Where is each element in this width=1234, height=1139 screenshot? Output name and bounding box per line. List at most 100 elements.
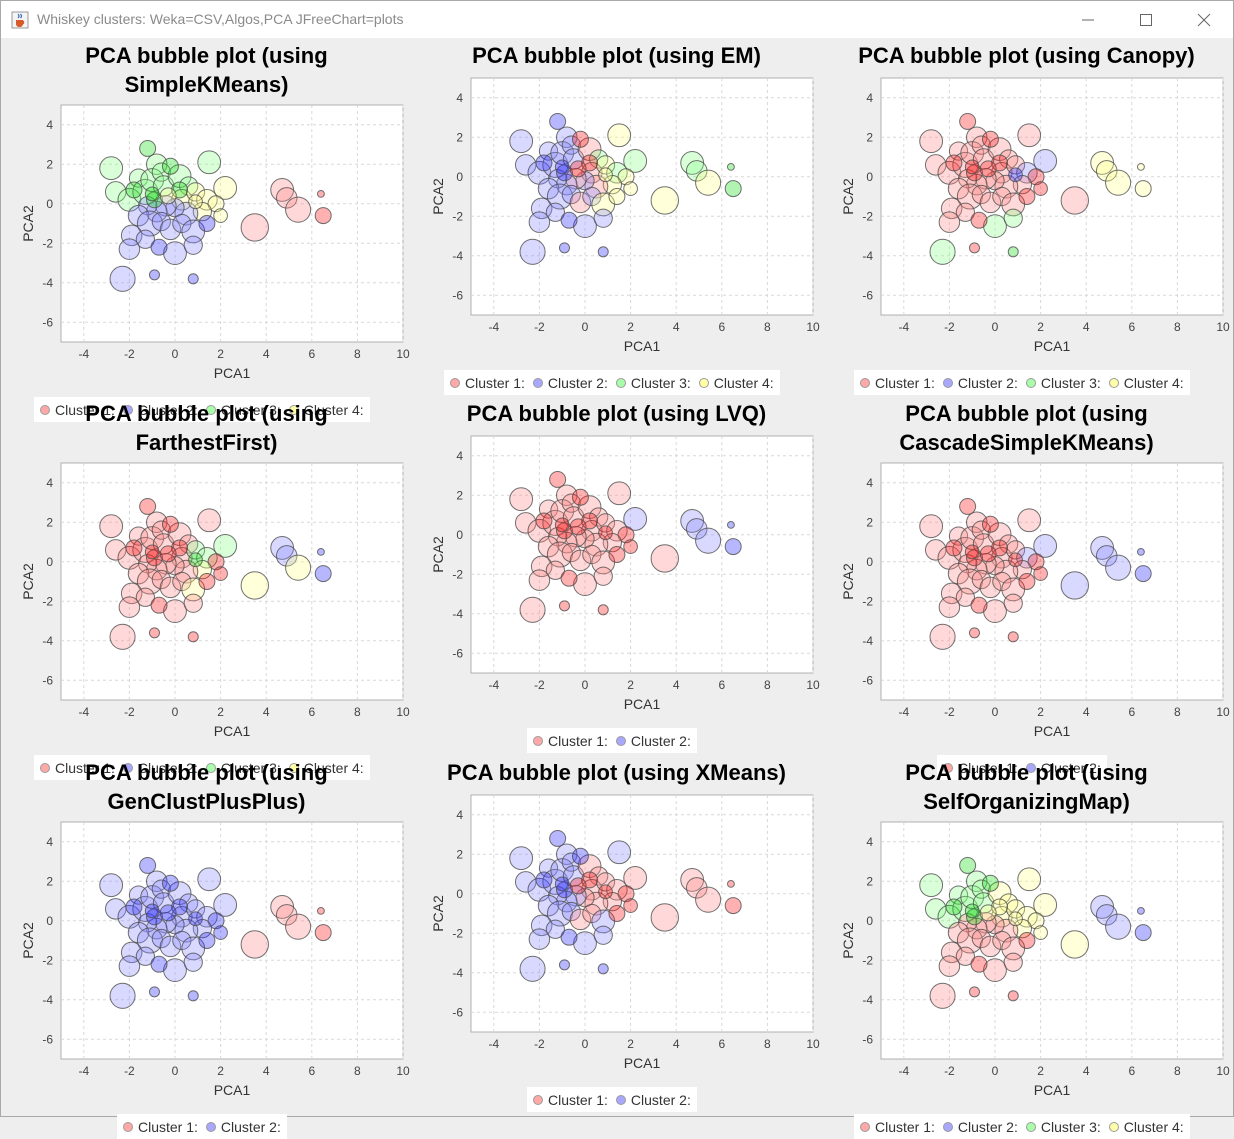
bubble-cluster-4 (188, 194, 203, 210)
bubble-cluster-2 (573, 931, 597, 956)
y-axis-label: PCA2 (20, 205, 36, 242)
bubble-chart: -4 -2 0 2 4 6 8 10 -6 -4 -2 0 2 4 PCA1 PCA2 (430, 435, 820, 712)
bubble-cluster-2 (561, 852, 581, 872)
y-tick-label: -4 (862, 249, 873, 263)
plot-title: PCA bubble plot (using SelfOrganizingMap) (821, 758, 1232, 816)
plot-area (880, 462, 1224, 701)
x-tick-label: 6 (1128, 705, 1135, 719)
bubble-cluster-1 (198, 573, 216, 590)
x-axis-label: PCA1 (624, 1055, 661, 1071)
plot-title-line: PCA bubble plot (using XMeans) (447, 760, 786, 785)
x-axis-label: PCA1 (1034, 1082, 1071, 1098)
bubble-cluster-4 (159, 187, 177, 205)
bubble-chart: -4 -2 0 2 4 6 8 10 -6 -4 -2 0 2 4 PCA1 PCA2 (20, 821, 410, 1098)
bubble-cluster-1 (537, 535, 560, 558)
bubble-cluster-4 (598, 167, 613, 183)
bubble-chart: -4 -2 0 2 4 6 8 10 -6 -4 -2 0 2 4 PCA1 PCA2 (840, 821, 1230, 1098)
bubble-cluster-2 (593, 925, 613, 945)
close-button[interactable] (1175, 1, 1233, 38)
legend-swatch-icon (698, 377, 709, 388)
x-tick-label: 6 (308, 1064, 315, 1078)
plot-title: PCA bubble plot (using LVQ) (411, 399, 822, 428)
bubble-cluster-1 (140, 526, 165, 550)
legend-label: Cluster 1: (548, 732, 608, 749)
bubble-cluster-2 (161, 874, 179, 892)
x-tick-label: -2 (124, 347, 135, 361)
title-bar[interactable]: Whiskey clusters: Weka=CSV,Algos,PCA JFr… (1, 1, 1233, 38)
bubble-cluster-1 (598, 525, 613, 541)
bubble-cluster-3 (188, 552, 203, 568)
legend-item: Cluster 1: (123, 1119, 198, 1135)
legend-item: Cluster 1: (533, 733, 608, 749)
x-tick-label: 2 (217, 1064, 224, 1078)
bubble-cluster-1 (964, 544, 980, 560)
y-tick-label: -6 (452, 646, 463, 660)
y-axis-label: PCA2 (840, 178, 856, 215)
x-tick-label: 0 (172, 705, 179, 719)
legend-item: Cluster 4: (1108, 375, 1184, 391)
bubble-cluster-1 (623, 866, 648, 890)
bubble-cluster-2 (558, 242, 570, 254)
bubble-cluster-2 (561, 135, 581, 155)
x-tick-label: 4 (673, 320, 680, 334)
plot-title-line: PCA bubble plot (using EM) (472, 43, 761, 68)
minimize-icon (1082, 19, 1094, 21)
bubble-cluster-4 (213, 176, 238, 200)
maximize-button[interactable] (1117, 1, 1175, 38)
legend-item: Cluster 4: (698, 375, 774, 391)
bubble-cluster-1 (724, 897, 742, 915)
legend-label: Cluster 1: (55, 401, 115, 418)
bubble-cluster-1 (593, 566, 613, 586)
legend-swatch-icon (943, 762, 953, 773)
bubble-cluster-2 (314, 565, 332, 583)
bubble-cluster-1 (528, 569, 551, 591)
bubble-cluster-1 (598, 884, 613, 900)
bubble-cluster-2 (607, 840, 632, 865)
bubble-cluster-1 (1033, 566, 1048, 581)
y-tick-label: 0 (46, 555, 53, 569)
bubble-cluster-1 (1018, 573, 1036, 590)
bubble-cluster-1 (617, 526, 635, 544)
bubble-cluster-1 (623, 539, 638, 554)
y-tick-label: 0 (456, 887, 463, 901)
bubble-cluster-1 (981, 515, 999, 533)
plot-title: PCA bubble plot (using FarthestFirst) (1, 399, 412, 457)
x-axis-label: PCA1 (214, 365, 251, 381)
bubble-cluster-4 (1008, 911, 1023, 927)
minimize-button[interactable] (1059, 1, 1117, 38)
bubble-cluster-1 (1017, 123, 1042, 148)
bubble-cluster-4 (617, 168, 635, 186)
legend-swatch-icon (942, 1121, 953, 1132)
bubble-cluster-2 (109, 982, 136, 1009)
x-tick-label: 10 (1216, 1064, 1230, 1078)
bubble-layer (509, 112, 742, 265)
bubble-cluster-2 (213, 893, 238, 917)
bubble-cluster-2 (545, 202, 565, 222)
x-tick-label: 0 (172, 347, 179, 361)
bubble-cluster-2 (207, 912, 225, 930)
bubble-cluster-2 (198, 215, 216, 232)
bubble-cluster-2 (188, 911, 203, 927)
plot-title: PCA bubble plot (using EM) (411, 41, 822, 70)
plot-title: PCA bubble plot (using XMeans) (411, 758, 822, 787)
x-tick-label: 2 (1037, 320, 1044, 334)
bubble-cluster-1 (947, 921, 970, 944)
x-tick-label: 0 (992, 1064, 999, 1078)
bubble-layer (99, 856, 332, 1009)
y-tick-label: -4 (452, 249, 463, 263)
bubble-cluster-3 (161, 157, 179, 175)
x-tick-label: -4 (898, 320, 909, 334)
y-tick-label: -6 (862, 288, 873, 302)
bubble-cluster-1 (569, 549, 592, 572)
x-tick-label: 10 (396, 347, 410, 361)
legend-swatch-icon (122, 762, 133, 773)
y-axis-label: PCA2 (840, 922, 856, 959)
bubble-cluster-1 (285, 196, 312, 223)
legend-item: Cluster 2: (615, 1092, 691, 1108)
bubble-cluster-2 (159, 218, 182, 241)
y-tick-label: 4 (456, 91, 463, 105)
bubble-cluster-2 (509, 129, 534, 154)
bubble-cluster-1 (979, 191, 1002, 214)
bubble-cluster-4 (695, 169, 722, 196)
bubble-cluster-2 (139, 856, 157, 874)
